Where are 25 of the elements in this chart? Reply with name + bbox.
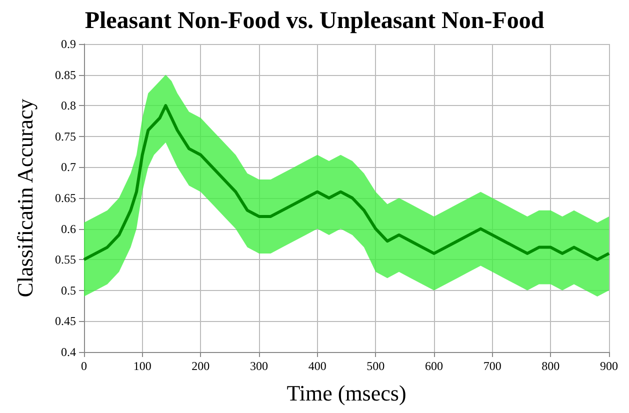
chart-title: Pleasant Non-Food vs. Unpleasant Non-Food	[84, 8, 545, 34]
x-tick-label: 900	[600, 359, 618, 373]
x-tick-label: 0	[81, 359, 87, 373]
x-tick-label: 100	[133, 359, 152, 373]
y-tick-label: 0.75	[55, 129, 76, 144]
y-tick-label: 0.5	[61, 283, 76, 298]
y-axis-title: Classificatin Accuracy	[12, 98, 38, 298]
y-tick-label: 0.6	[61, 222, 76, 236]
x-axis-title: Time (msecs)	[286, 380, 406, 406]
x-tick-label: 600	[425, 359, 443, 373]
x-tick-label: 200	[192, 359, 210, 373]
y-tick-label: 0.85	[55, 68, 76, 82]
y-tick-label: 0.45	[55, 314, 76, 328]
y-tick-label: 0.65	[55, 191, 76, 205]
y-tick-label: 0.55	[55, 252, 76, 267]
x-tick-label: 400	[308, 359, 326, 373]
y-tick-label: 0.4	[61, 345, 76, 359]
y-tick-label: 0.7	[61, 160, 76, 174]
y-tick-label: 0.8	[61, 98, 76, 113]
line-series	[82, 104, 610, 262]
x-tick-label: 500	[366, 359, 385, 373]
y-tick-label: 0.9	[61, 37, 76, 51]
x-tick-label: 800	[542, 359, 560, 373]
x-tick-label: 300	[250, 359, 268, 373]
x-tick-label: 700	[483, 359, 502, 373]
